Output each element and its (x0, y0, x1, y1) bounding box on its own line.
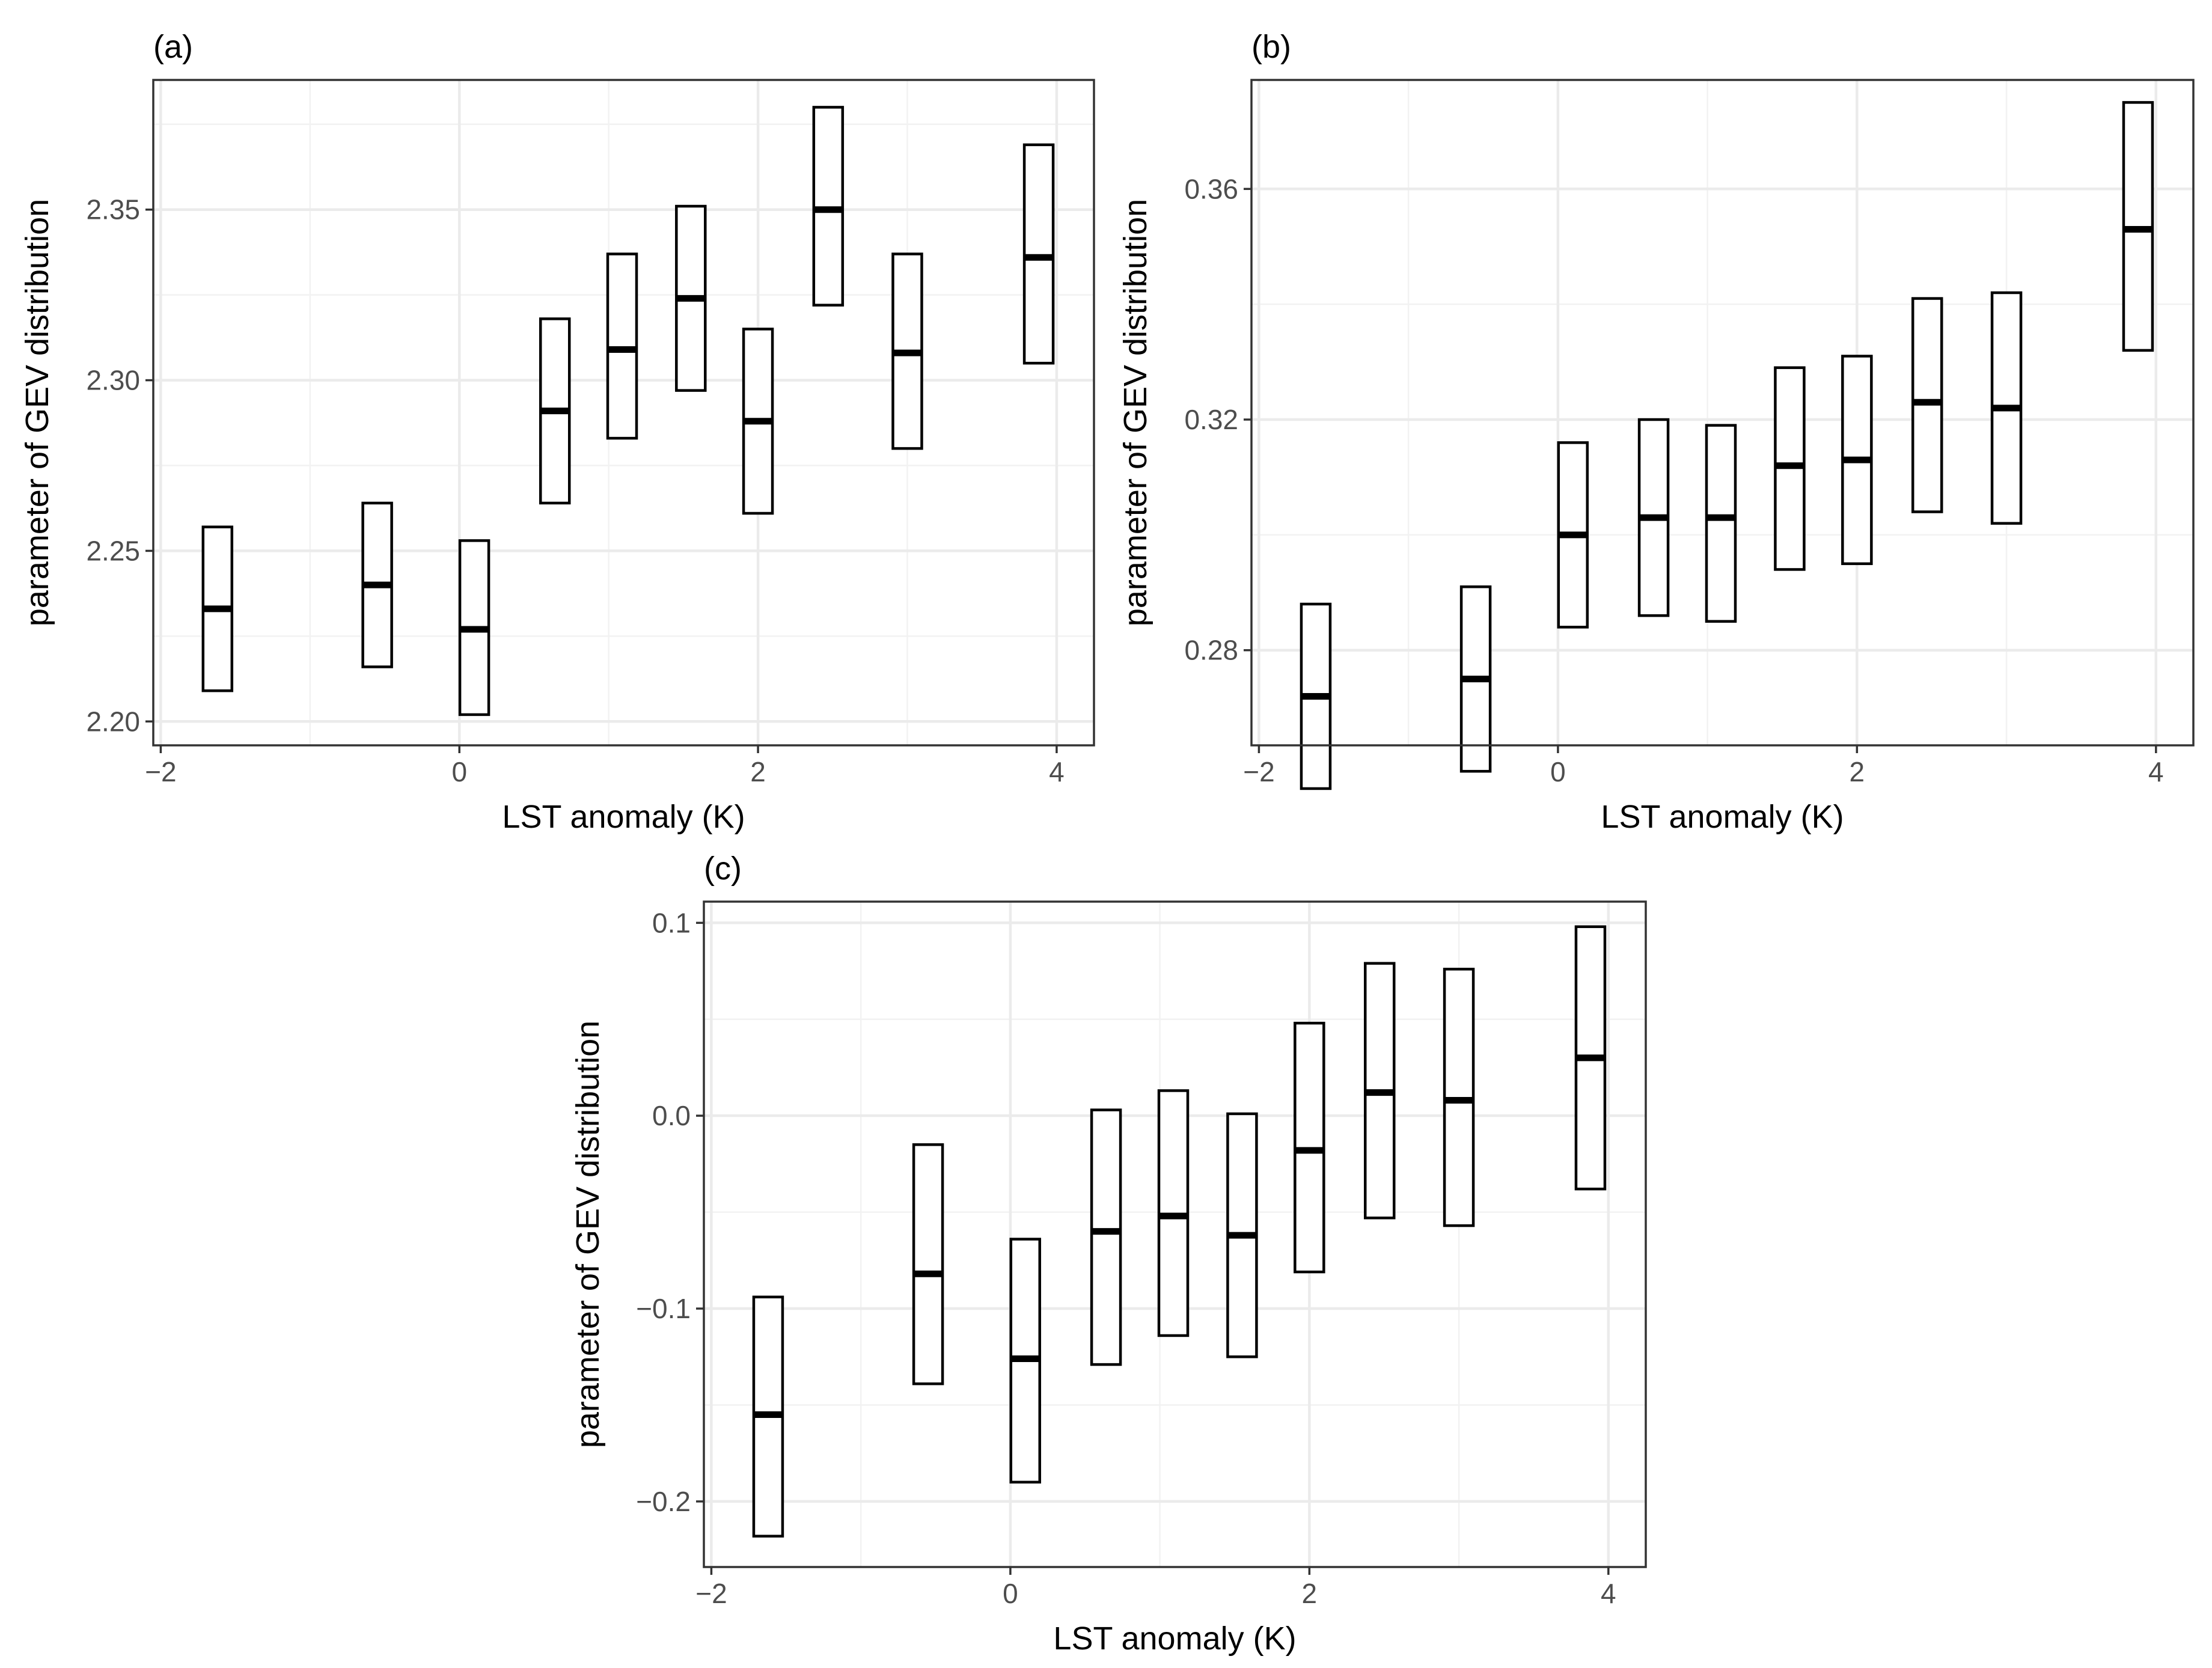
panel-a-frame (152, 79, 1095, 747)
y-axis-title: parameter of GEV distribution (1117, 199, 1153, 626)
x-tick-label: 2 (750, 756, 766, 787)
y-tick-label: 0.32 (1184, 404, 1238, 435)
y-tick-label: 0.36 (1184, 173, 1238, 204)
panel-c-grid (704, 902, 1646, 1567)
panel-c-series (752, 925, 1607, 1538)
x-axis-title: LST anomaly (K) (1053, 1621, 1296, 1657)
y-tick-label: 2.25 (86, 535, 140, 566)
x-tick-label: 4 (1049, 756, 1065, 787)
interval-box-5 (1705, 424, 1737, 623)
panel-b-frame (1250, 79, 2195, 747)
x-tick-label: −2 (695, 1578, 727, 1609)
y-tick-label: 0.0 (652, 1100, 691, 1131)
y-tick-label: 0.28 (1184, 635, 1238, 666)
y-tick-label: −0.2 (636, 1486, 691, 1517)
x-axis-title: LST anomaly (K) (502, 799, 745, 835)
y-axis-title: parameter of GEV distribution (19, 199, 55, 626)
panel-c-frame (703, 900, 1647, 1568)
panel-c: −2 0 2 4 −0.2 −0.1 0.0 0.1 LST anomaly (K) parame… (570, 851, 1647, 1657)
y-tick-label: 2.35 (86, 194, 140, 225)
x-axis-title: LST anomaly (K) (1601, 799, 1844, 835)
x-tick-label: 0 (451, 756, 467, 787)
x-tick-label: −2 (1243, 756, 1274, 787)
panel-b-series (1300, 101, 2154, 790)
interval-box-2 (912, 1143, 944, 1385)
interval-box-8 (812, 106, 845, 307)
panel-b-grid (1251, 80, 2193, 745)
x-tick-label: 4 (1601, 1578, 1616, 1609)
panel-label: (b) (1251, 29, 1291, 65)
panel-a: −2 0 2 4 2.20 2.25 2.30 2.35 LST anomaly (K) para… (19, 29, 1095, 835)
y-axis-title: parameter of GEV distribution (570, 1021, 606, 1448)
x-tick-label: −2 (145, 756, 176, 787)
y-tick-label: 2.20 (86, 706, 140, 737)
interval-box-10 (1022, 143, 1055, 365)
x-tick-label: 4 (2148, 756, 2164, 787)
x-tick-label: 2 (1850, 756, 1865, 787)
interval-box-4 (1090, 1108, 1122, 1366)
interval-box-5 (606, 252, 638, 440)
y-tick-label: 2.30 (86, 365, 140, 396)
x-tick-label: 0 (1550, 756, 1566, 787)
x-tick-label: 0 (1003, 1578, 1018, 1609)
panel-a-series (201, 106, 1055, 716)
panel-label: (a) (153, 29, 193, 65)
panel-b: −2 0 2 4 0.28 0.32 0.36 LST anomaly (K) paramete… (1117, 29, 2195, 835)
x-tick-label: 2 (1302, 1578, 1318, 1609)
y-tick-label: −0.1 (636, 1293, 691, 1324)
y-tick-label: 0.1 (652, 907, 691, 938)
panel-label: (c) (704, 851, 742, 887)
